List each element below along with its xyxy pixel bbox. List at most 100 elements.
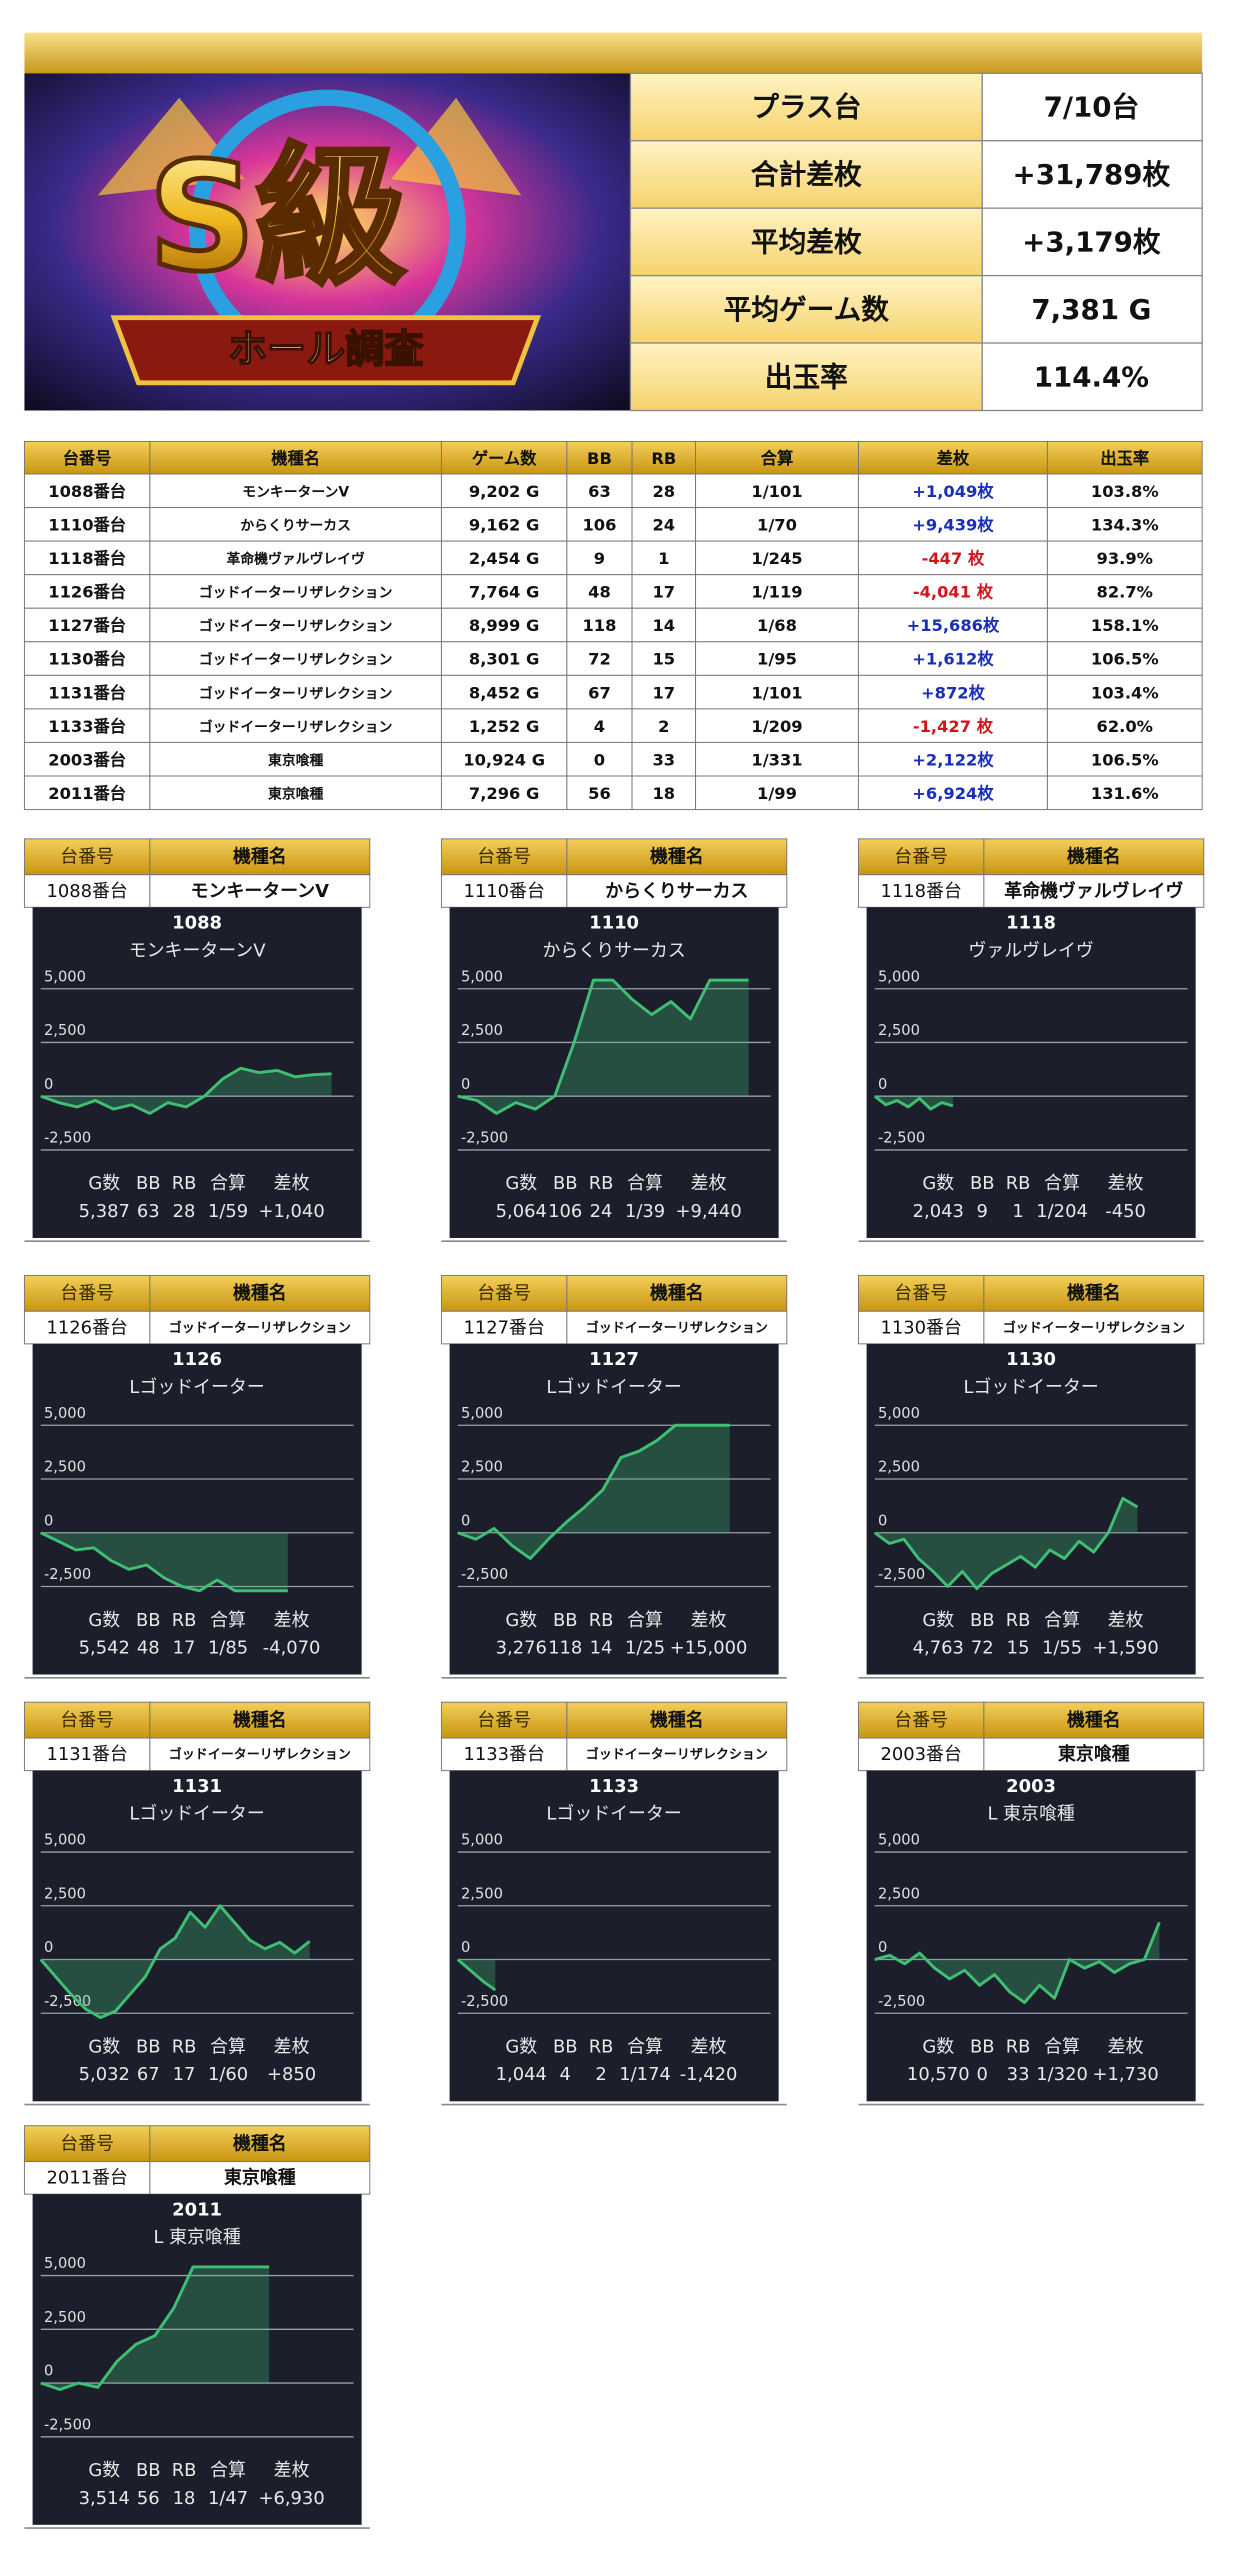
- y-tick-label: 0: [878, 1076, 887, 1093]
- stat-value: 28: [173, 1201, 196, 1222]
- summary-value-cell: [981, 342, 1203, 412]
- panel-header: 機種名: [233, 1709, 287, 1731]
- table-text: 33: [652, 750, 675, 769]
- panel-name-cell: [440, 1737, 568, 1772]
- stat-label: 合算: [1044, 2037, 1080, 2058]
- stat-label: RB: [172, 2037, 197, 2058]
- stat-label: RB: [1006, 1610, 1031, 1631]
- y-tick-label: 5,000: [44, 2255, 86, 2272]
- y-tick-label: 0: [44, 2363, 53, 2380]
- table-text: 63: [588, 482, 611, 501]
- panel-name-cell: [857, 1737, 985, 1772]
- panel-header: 台番号: [60, 847, 114, 868]
- panel-id: 1127番台: [463, 1317, 544, 1338]
- table-text: 2011番台: [48, 784, 126, 803]
- stat-value: 1: [1012, 1201, 1023, 1222]
- panel-name: ゴッドイーターリザレクション: [169, 1747, 351, 1763]
- stat-label: RB: [589, 1173, 614, 1194]
- graph-title: 1130: [1006, 1349, 1056, 1370]
- table-cell: [857, 540, 1048, 576]
- table-cell: [1046, 641, 1203, 676]
- table-text: -4,041 枚: [913, 583, 994, 602]
- graph-title: 1126: [172, 1349, 222, 1370]
- y-tick-label: 0: [461, 1939, 470, 1956]
- panel-name-cell: [566, 874, 788, 908]
- stat-label: 合算: [210, 1610, 246, 1631]
- panel-header-cell: [857, 1274, 985, 1312]
- graph-subtitle: L 東京喰種: [153, 2227, 240, 2248]
- graph-background: [32, 1770, 362, 2102]
- table-text: モンキーターンV: [242, 484, 349, 500]
- y-tick-label: 2,500: [878, 1459, 920, 1476]
- y-tick-label: -2,500: [44, 1993, 91, 2010]
- graph-area: [40, 1068, 332, 1114]
- y-tick-label: -2,500: [461, 1130, 508, 1147]
- table-cell: [695, 741, 859, 777]
- table-text: 1/101: [751, 482, 802, 501]
- table-text: +1,049枚: [912, 482, 994, 501]
- y-tick-label: 2,500: [461, 1885, 503, 1902]
- stat-label: G数: [922, 1173, 954, 1194]
- table-cell: [149, 507, 442, 542]
- graph-line: [873, 1095, 954, 1111]
- panel-name-cell: [983, 874, 1205, 908]
- table-text: 67: [588, 683, 611, 702]
- table-text: 24: [652, 515, 675, 534]
- panel-id: 1126番台: [46, 1317, 127, 1338]
- table-header: 合算: [761, 449, 794, 468]
- stat-value: 17: [173, 2064, 196, 2085]
- y-tick-label: 2,500: [44, 1885, 86, 1902]
- y-tick-label: 0: [44, 1076, 53, 1093]
- stat-label: BB: [136, 2037, 161, 2058]
- panel-name-cell: [566, 1310, 788, 1345]
- summary-label: プラス台: [751, 91, 861, 124]
- panel-name-cell: [983, 1310, 1205, 1345]
- table-text: 93.9%: [1097, 549, 1153, 568]
- table-cell: [23, 574, 151, 609]
- summary-value: 7/10台: [1044, 91, 1140, 124]
- graph-line: [39, 1904, 311, 2020]
- table-cell: [440, 708, 568, 743]
- summary-value: 7,381 G: [1031, 293, 1151, 326]
- table-text: 28: [652, 482, 675, 501]
- table-text: 1: [658, 549, 669, 568]
- stat-value: 67: [137, 2064, 160, 2085]
- stat-value: 1/47: [208, 2488, 248, 2509]
- y-tick-label: 0: [878, 1512, 887, 1529]
- table-cell: [1046, 741, 1203, 777]
- panel-name-cell: [983, 1737, 1205, 1772]
- panel-header-cell: [149, 1701, 371, 1739]
- y-tick-label: 5,000: [878, 1832, 920, 1849]
- stat-label: RB: [1006, 2037, 1031, 2058]
- table-cell: [695, 607, 859, 643]
- table-text: 1/331: [751, 750, 802, 769]
- panel-id: 1130番台: [880, 1317, 961, 1338]
- stat-label: 差枚: [1108, 2037, 1144, 2058]
- panel-name: ゴッドイーターリザレクション: [586, 1320, 768, 1336]
- summary-label: 出玉率: [765, 360, 848, 393]
- table-cell: [566, 641, 633, 676]
- stat-label: G数: [505, 1173, 537, 1194]
- stat-value: 0: [977, 2064, 988, 2085]
- table-header-cell: [1046, 440, 1203, 475]
- machine-panel: 台番号 機種名 1118番台 革命機ヴァルヴレイヴ 1118 ヴァルヴレイヴ 5,000 2,…: [857, 838, 1205, 1243]
- banner-title: S級: [148, 131, 406, 305]
- table-text: 48: [588, 583, 611, 602]
- y-tick-label: 5,000: [878, 1405, 920, 1422]
- stat-value: +1,730: [1092, 2064, 1158, 2085]
- graph-background: [449, 1343, 779, 1675]
- table-text: 1/245: [751, 549, 802, 568]
- table-text: +872枚: [921, 683, 986, 702]
- stat-value: 1/320: [1036, 2064, 1088, 2085]
- table-text: 東京喰種: [268, 785, 323, 802]
- y-tick-label: 5,000: [878, 968, 920, 985]
- graph-area: [874, 1498, 1138, 1589]
- table-header: 差枚: [937, 449, 970, 468]
- stat-value: 4,763: [913, 1637, 964, 1658]
- stat-value: -4,070: [263, 1637, 321, 1658]
- y-tick-label: -2,500: [44, 1566, 91, 1583]
- graph-background: [866, 1343, 1196, 1675]
